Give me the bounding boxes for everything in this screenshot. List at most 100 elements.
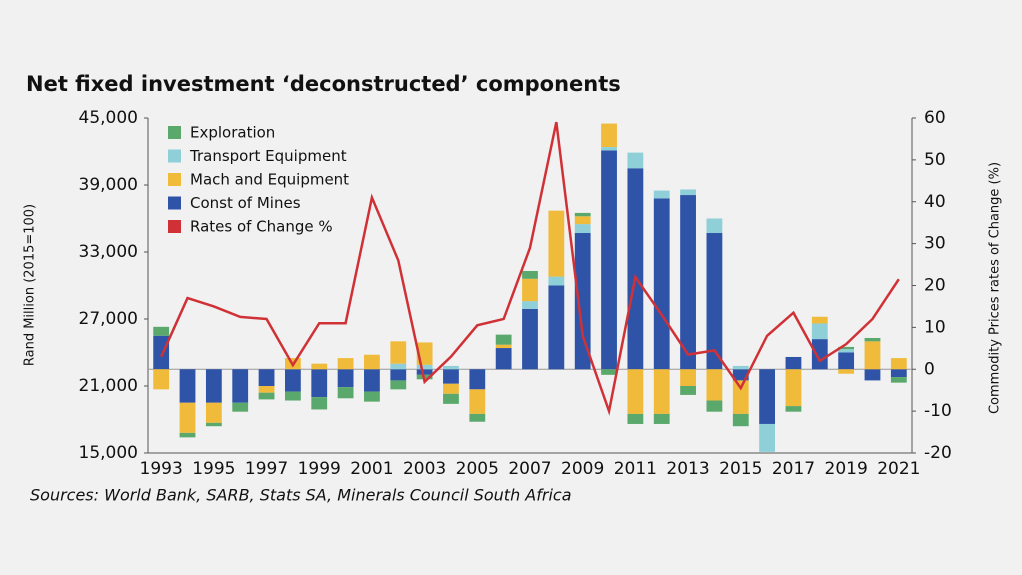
- x-tick-label: 2017: [772, 459, 815, 479]
- bar-segment: [258, 392, 275, 400]
- x-tick-label: 1999: [298, 459, 341, 479]
- y2-tick-label: 60: [924, 108, 946, 128]
- bar-segment: [205, 369, 222, 403]
- bar-segment: [522, 270, 538, 279]
- y-axis-label: Rand Million (2015=100): [23, 204, 38, 366]
- y2-tick-label: -10: [924, 401, 952, 421]
- bar-segment: [811, 339, 828, 370]
- bar-segment: [864, 337, 881, 342]
- bar-segment: [416, 364, 433, 370]
- bar-segment: [890, 358, 907, 370]
- bar-segment: [706, 369, 723, 401]
- bar-segment: [785, 406, 802, 412]
- bar-segment: [838, 369, 855, 374]
- y2-tick-label: -20: [924, 443, 952, 463]
- x-tick-label: 1997: [245, 459, 288, 479]
- bar-segment: [205, 422, 222, 427]
- y2-axis-label: Commodity Prices rates of Change (%): [988, 162, 1003, 414]
- bar-segment: [627, 168, 644, 370]
- bar-segment: [284, 369, 301, 392]
- bar-segment: [732, 369, 749, 381]
- bar-segment: [416, 369, 433, 375]
- bar-segment: [443, 369, 459, 384]
- bar-segment: [653, 198, 670, 370]
- bar-segment: [364, 369, 380, 392]
- legend-swatch: [168, 196, 181, 210]
- y-tick-label: 27,000: [79, 309, 138, 329]
- bar-segment: [522, 308, 538, 370]
- bar-segment: [179, 369, 196, 403]
- bar-segment: [601, 150, 617, 370]
- legend-label: Exploration: [190, 124, 275, 142]
- bar-segment: [443, 365, 459, 370]
- bar-segment: [548, 285, 565, 370]
- bar-segment: [574, 216, 591, 225]
- bar-segment: [364, 391, 380, 402]
- x-tick-label: 2009: [561, 459, 604, 479]
- bar-segment: [522, 301, 538, 309]
- x-tick-label: 2011: [614, 459, 657, 479]
- bar-segment: [390, 380, 407, 390]
- bar-segment: [337, 387, 354, 399]
- bar-segment: [653, 413, 670, 424]
- legend-swatch: [168, 126, 181, 139]
- bar-segment: [838, 346, 855, 350]
- bar-segment: [680, 195, 696, 370]
- bar-segment: [495, 334, 512, 345]
- bar-segment: [284, 391, 301, 401]
- legend-label: Rates of Change %: [190, 218, 333, 236]
- chart-title: Net fixed investment ‘deconstructed’ com…: [26, 72, 621, 96]
- x-tick-label: 1995: [192, 459, 235, 479]
- bar-segment: [390, 369, 407, 381]
- y2-tick-label: 0: [924, 359, 935, 379]
- bar-segment: [680, 386, 696, 395]
- bar-segment: [732, 413, 749, 427]
- x-tick-label: 2015: [719, 459, 762, 479]
- bar-segment: [153, 335, 170, 370]
- y2-tick-label: 50: [924, 150, 946, 170]
- source-note: Sources: World Bank, SARB, Stats SA, Min…: [30, 486, 572, 505]
- rate-line: [160, 121, 900, 416]
- bar-segment: [574, 224, 591, 234]
- bar-segment: [627, 413, 644, 424]
- bar-segment: [495, 344, 512, 349]
- x-tick-label: 2019: [825, 459, 868, 479]
- x-tick-label: 2005: [456, 459, 499, 479]
- bar-segment: [469, 413, 486, 422]
- bar-segment: [311, 369, 328, 398]
- bar-segment: [495, 348, 512, 370]
- bar-segment: [627, 152, 644, 169]
- bar-segment: [653, 369, 670, 414]
- bar-segment: [706, 400, 723, 412]
- bar-segment: [469, 369, 486, 390]
- y-tick-label: 33,000: [79, 242, 138, 262]
- y2-tick-label: 20: [924, 276, 946, 296]
- bar-segment: [864, 369, 881, 381]
- bar-segment: [548, 276, 565, 286]
- bar-segment: [680, 189, 696, 196]
- bar-segment: [759, 423, 776, 452]
- y-tick-label: 21,000: [79, 376, 138, 396]
- bar-segment: [232, 402, 249, 412]
- bar-segment: [680, 369, 696, 386]
- bar-segment: [443, 393, 459, 404]
- bar-segment: [205, 402, 222, 423]
- bar-segment: [574, 233, 591, 370]
- bar-segment: [311, 363, 328, 370]
- bar-segment: [522, 278, 538, 302]
- bar-segment: [838, 349, 855, 353]
- bar-segment: [443, 383, 459, 394]
- x-tick-label: 2007: [508, 459, 551, 479]
- legend-label: Mach and Equipment: [190, 171, 349, 189]
- bar-segment: [258, 369, 275, 386]
- bar-segment: [785, 369, 802, 407]
- legend-swatch: [168, 220, 181, 233]
- bar-segment: [706, 233, 723, 370]
- bar-segment: [601, 147, 617, 151]
- bar-segment: [627, 369, 644, 414]
- bar-segment: [890, 377, 907, 383]
- bar-segment: [574, 212, 591, 217]
- y-tick-label: 39,000: [79, 175, 138, 195]
